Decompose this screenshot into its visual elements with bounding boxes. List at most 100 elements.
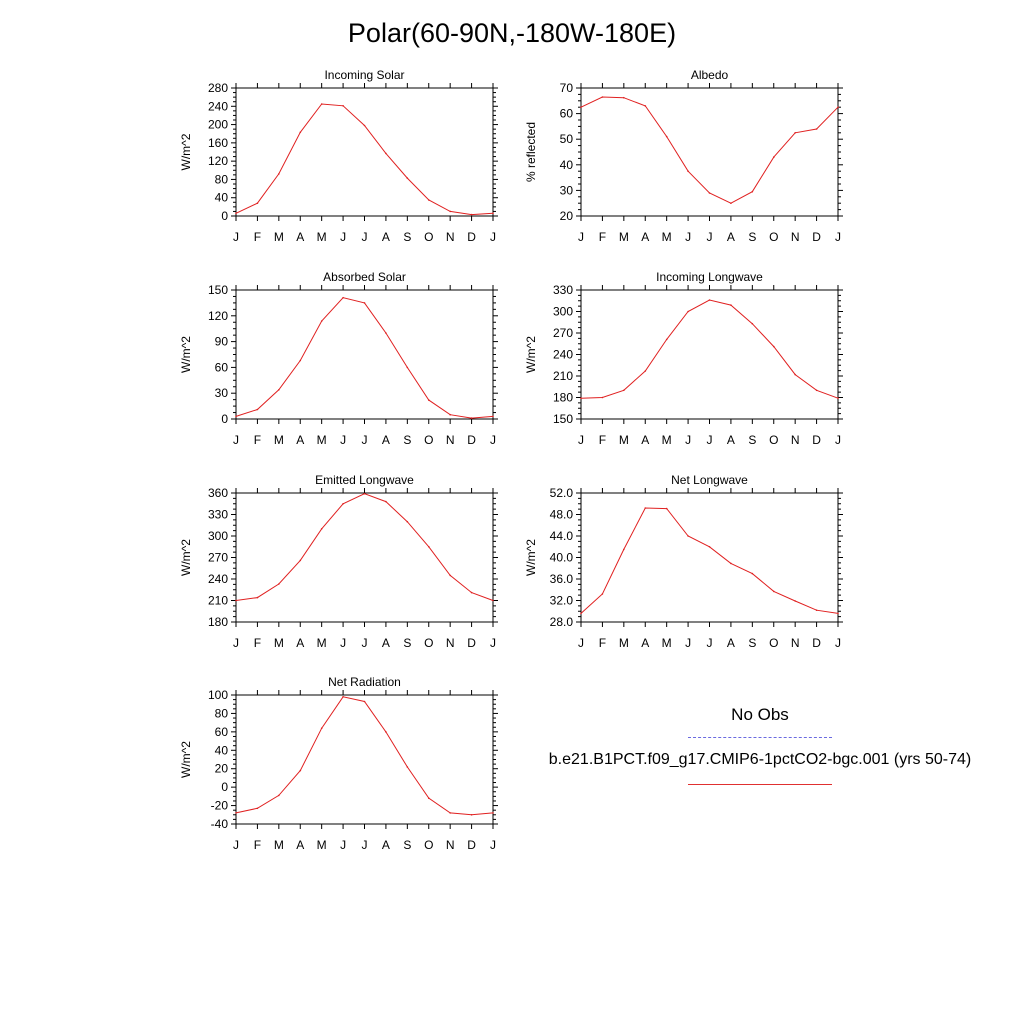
panel-title: Net Longwave xyxy=(671,473,748,487)
data-point xyxy=(815,609,818,611)
y-axis-label: W/m^2 xyxy=(179,133,193,170)
x-tick-label: F xyxy=(254,230,261,244)
series-line xyxy=(235,297,494,419)
y-tick-label: 90 xyxy=(215,335,229,349)
data-point xyxy=(644,507,647,509)
y-tick-label: 40.0 xyxy=(550,551,574,565)
x-tick-label: M xyxy=(274,636,284,650)
x-tick-label: O xyxy=(769,230,778,244)
data-point xyxy=(580,106,582,108)
data-point xyxy=(428,199,430,201)
series-line xyxy=(235,103,494,216)
data-point xyxy=(837,397,839,400)
data-point xyxy=(342,296,344,299)
x-tick-label: M xyxy=(274,838,284,852)
y-tick-label: 28.0 xyxy=(550,615,574,629)
x-tick-label: A xyxy=(727,433,735,447)
y-tick-label: 180 xyxy=(208,615,228,629)
legend-obs-line xyxy=(688,737,832,738)
data-point xyxy=(299,359,302,362)
data-point xyxy=(708,546,711,548)
data-point xyxy=(730,562,732,565)
x-tick-label: M xyxy=(274,230,284,244)
data-point xyxy=(470,814,473,816)
data-point xyxy=(730,202,732,204)
x-tick-label: J xyxy=(578,636,584,650)
y-tick-label: 36.0 xyxy=(550,572,574,586)
x-tick-label: J xyxy=(578,433,584,447)
y-tick-label: 330 xyxy=(553,283,573,297)
x-tick-label: N xyxy=(791,433,800,447)
y-tick-label: 52.0 xyxy=(550,486,574,500)
data-point xyxy=(794,600,796,602)
y-tick-label: 330 xyxy=(208,508,228,522)
x-tick-label: M xyxy=(662,636,672,650)
data-point xyxy=(470,591,473,594)
data-point xyxy=(299,131,302,134)
data-point xyxy=(235,415,237,418)
x-tick-label: M xyxy=(274,433,284,447)
x-tick-label: J xyxy=(340,636,346,650)
data-point xyxy=(256,596,259,599)
x-tick-label: J xyxy=(233,433,239,447)
data-point xyxy=(665,338,668,341)
x-tick-label: A xyxy=(382,433,390,447)
y-tick-label: 0 xyxy=(221,209,228,223)
data-point xyxy=(278,173,280,175)
data-point xyxy=(428,399,430,401)
y-tick-label: 160 xyxy=(208,136,228,150)
x-tick-label: O xyxy=(424,230,433,244)
y-tick-label: 60 xyxy=(215,360,229,374)
x-tick-label: D xyxy=(467,230,476,244)
data-point xyxy=(492,415,494,418)
y-tick-label: 240 xyxy=(553,348,573,362)
panel-title: Incoming Longwave xyxy=(656,270,763,284)
x-tick-label: J xyxy=(707,636,713,650)
y-tick-label: 300 xyxy=(208,529,228,543)
x-tick-label: O xyxy=(769,433,778,447)
panel-title: Albedo xyxy=(691,68,729,82)
data-point xyxy=(751,190,754,193)
x-tick-label: J xyxy=(362,838,368,852)
x-tick-label: J xyxy=(835,433,841,447)
y-axis-label: % reflected xyxy=(524,122,538,182)
data-point xyxy=(794,132,796,134)
x-tick-label: J xyxy=(233,230,239,244)
x-tick-label: J xyxy=(362,636,368,650)
y-tick-label: 210 xyxy=(553,369,573,383)
y-axis-label: W/m^2 xyxy=(524,336,538,373)
data-point xyxy=(449,413,452,416)
x-tick-label: A xyxy=(727,230,735,244)
data-point xyxy=(623,548,625,551)
data-point xyxy=(385,332,387,334)
data-point xyxy=(235,212,237,215)
x-tick-label: M xyxy=(317,636,327,650)
plot-frame xyxy=(235,289,494,420)
x-tick-label: A xyxy=(296,636,304,650)
y-tick-label: 180 xyxy=(553,391,573,405)
x-tick-label: M xyxy=(619,636,629,650)
data-point xyxy=(363,124,366,127)
x-tick-label: J xyxy=(707,230,713,244)
y-tick-label: 120 xyxy=(208,309,228,323)
y-tick-label: 70 xyxy=(560,81,574,95)
data-point xyxy=(406,177,409,179)
x-tick-label: J xyxy=(685,230,691,244)
figure-title: Polar(60-90N,-180W-180E) xyxy=(347,18,677,48)
data-point xyxy=(428,797,430,799)
data-point xyxy=(278,794,280,797)
y-axis-label: W/m^2 xyxy=(179,539,193,576)
data-point xyxy=(470,417,473,419)
y-tick-label: 60 xyxy=(215,725,229,739)
data-point xyxy=(665,507,668,510)
data-point xyxy=(665,135,668,138)
y-tick-label: 20 xyxy=(560,209,574,223)
data-point xyxy=(449,210,452,213)
x-tick-label: J xyxy=(490,230,496,244)
data-point xyxy=(449,574,452,577)
data-point xyxy=(601,96,604,98)
x-tick-label: A xyxy=(296,230,304,244)
